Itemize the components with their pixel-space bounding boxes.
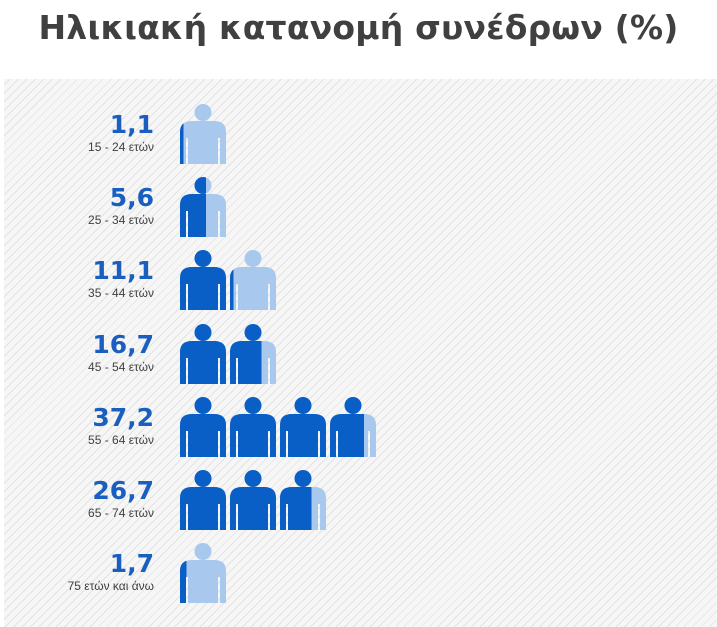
data-label: 1,1 [109, 110, 154, 139]
person-icon [230, 396, 276, 457]
person-icon [180, 177, 226, 238]
chart-row: 1,1 15 - 24 ετών [0, 104, 717, 172]
chart-row: 37,2 55 - 64 ετών [0, 396, 717, 465]
category-label: 25 - 34 ετών [88, 213, 154, 228]
person-icon [280, 396, 326, 457]
chart-row: 5,6 25 - 34 ετών [0, 177, 717, 245]
category-label: 55 - 64 ετών [88, 432, 154, 447]
icon-group [180, 543, 226, 604]
data-label: 26,7 [92, 476, 154, 505]
person-icon [180, 470, 226, 530]
person-icon [230, 470, 276, 530]
icon-group [180, 104, 226, 164]
person-icon [230, 323, 276, 384]
page-title: Ηλικιακή κατανομή συνέδρων (%) [38, 8, 679, 47]
chart-row: 16,7 45 - 54 ετών [0, 323, 717, 392]
person-icon [330, 396, 376, 457]
icon-group [180, 396, 376, 457]
data-label: 1,7 [109, 549, 154, 579]
data-label: 5,6 [109, 183, 154, 213]
data-label: 37,2 [92, 402, 154, 432]
category-label: 35 - 44 ετών [88, 286, 154, 301]
data-label: 11,1 [92, 256, 154, 286]
chart-row: 26,7 65 - 74 ετών [0, 470, 717, 538]
chart-row: 11,1 35 - 44 ετών [0, 250, 717, 318]
person-icon [180, 104, 226, 164]
icon-group [180, 470, 326, 530]
icon-group [180, 177, 226, 238]
icon-group [180, 250, 276, 311]
person-icon [180, 543, 226, 604]
chart-row: 1,7 75 ετών και άνω [0, 543, 717, 611]
data-label: 16,7 [92, 329, 154, 359]
icon-group [180, 323, 276, 384]
category-label: 15 - 24 ετών [88, 140, 154, 154]
person-icon [180, 396, 226, 457]
person-icon [280, 470, 326, 530]
person-icon [180, 323, 226, 384]
person-icon [230, 250, 276, 311]
category-label: 65 - 74 ετών [88, 506, 154, 520]
category-label: 75 ετών και άνω [67, 579, 154, 594]
person-icon [180, 250, 226, 311]
chart-panel [4, 79, 717, 627]
category-label: 45 - 54 ετών [88, 359, 154, 374]
